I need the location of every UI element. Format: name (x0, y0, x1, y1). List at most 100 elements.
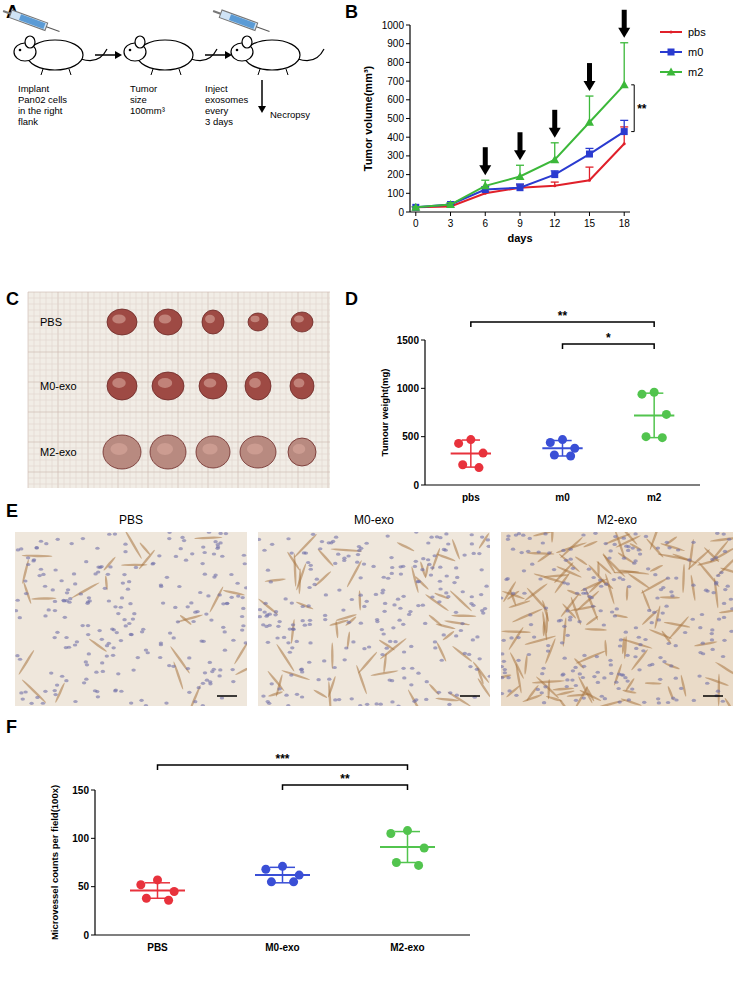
marker (620, 80, 629, 88)
nucleus (286, 704, 290, 706)
sd-bar (653, 393, 655, 437)
nucleus (84, 678, 88, 681)
nucleus (414, 560, 418, 563)
nucleus (324, 593, 328, 596)
stain-strand (622, 689, 637, 694)
nucleus (538, 577, 542, 580)
nucleus (299, 668, 303, 671)
nucleus (151, 562, 155, 565)
nucleus (722, 532, 726, 535)
nucleus (701, 652, 705, 655)
nucleus (710, 632, 714, 635)
nucleus (230, 668, 234, 671)
nucleus (23, 579, 27, 582)
sd-cap (145, 898, 170, 900)
sd-cap (645, 392, 663, 394)
nucleus (243, 562, 247, 565)
nucleus (105, 654, 109, 657)
nucleus (393, 640, 397, 643)
y-axis (424, 340, 425, 485)
nucleus (559, 619, 563, 622)
nucleus (65, 591, 69, 594)
nucleus (705, 589, 709, 592)
nucleus (603, 697, 607, 700)
nucleus (159, 642, 163, 645)
dose-arrowhead (479, 165, 491, 175)
photo-grid (28, 352, 330, 353)
stain-strand (665, 536, 678, 546)
nucleus (622, 537, 626, 540)
panel-letter: D (345, 289, 358, 309)
nucleus (479, 593, 483, 596)
nucleus (650, 621, 654, 624)
nucleus (429, 573, 433, 576)
nucleus (698, 626, 702, 629)
nucleus (81, 537, 85, 540)
nucleus (643, 638, 647, 641)
step-text: exosomes (205, 94, 249, 105)
nucleus (323, 618, 327, 621)
stain-strand (345, 616, 357, 627)
nucleus (536, 688, 540, 691)
stain-strand (121, 564, 148, 567)
stain-strand (317, 548, 335, 567)
tumor-highlight (110, 443, 127, 455)
mouse-leg (69, 69, 71, 75)
stain-strand (585, 628, 607, 631)
nucleus (375, 618, 379, 621)
nucleus (440, 659, 444, 662)
mouse-ear (242, 36, 252, 48)
nucleus (39, 540, 43, 543)
nucleus (342, 557, 346, 560)
nucleus (587, 595, 591, 598)
nucleus (528, 537, 532, 540)
nucleus (414, 698, 418, 701)
nucleus (111, 646, 115, 649)
photo-grid (28, 436, 330, 437)
nucleus (374, 593, 378, 596)
nucleus (607, 556, 611, 559)
nucleus (426, 541, 430, 544)
nucleus (15, 599, 19, 602)
nucleus (658, 656, 662, 659)
nucleus (344, 646, 348, 649)
nucleus (723, 550, 727, 553)
stain-strand (407, 689, 425, 706)
nucleus (396, 704, 400, 706)
nucleus (362, 605, 366, 608)
marker (551, 171, 558, 178)
nucleus (413, 565, 417, 568)
nucleus (624, 631, 628, 634)
error-cap (585, 95, 593, 96)
nucleus (309, 568, 313, 571)
nucleus (502, 660, 506, 663)
mouse-leg (41, 69, 43, 75)
nucleus (527, 653, 531, 656)
nucleus (625, 654, 629, 657)
nucleus (100, 661, 104, 664)
stain-strand (435, 623, 456, 630)
stain-strand (645, 682, 662, 685)
flow-arrowhead (258, 106, 266, 113)
nucleus (367, 645, 371, 648)
nucleus (24, 592, 28, 595)
nucleus (387, 678, 391, 681)
photo-grid (286, 292, 287, 488)
nucleus (276, 625, 280, 628)
nucleus (359, 594, 363, 597)
nucleus (573, 666, 577, 669)
stain-strand (293, 553, 297, 586)
nucleus (665, 541, 669, 544)
syringe-plunger (213, 11, 221, 14)
scale-bar (460, 695, 480, 697)
stain-strand (690, 575, 696, 602)
nucleus (528, 613, 532, 616)
stain-strand (604, 640, 608, 657)
stain-strand (705, 676, 729, 686)
stain-strand (604, 533, 631, 546)
stain-strand (585, 615, 598, 626)
nucleus (630, 687, 634, 690)
stain-strand (613, 614, 628, 619)
syringe-icon (212, 7, 271, 35)
nucleus (397, 619, 401, 622)
